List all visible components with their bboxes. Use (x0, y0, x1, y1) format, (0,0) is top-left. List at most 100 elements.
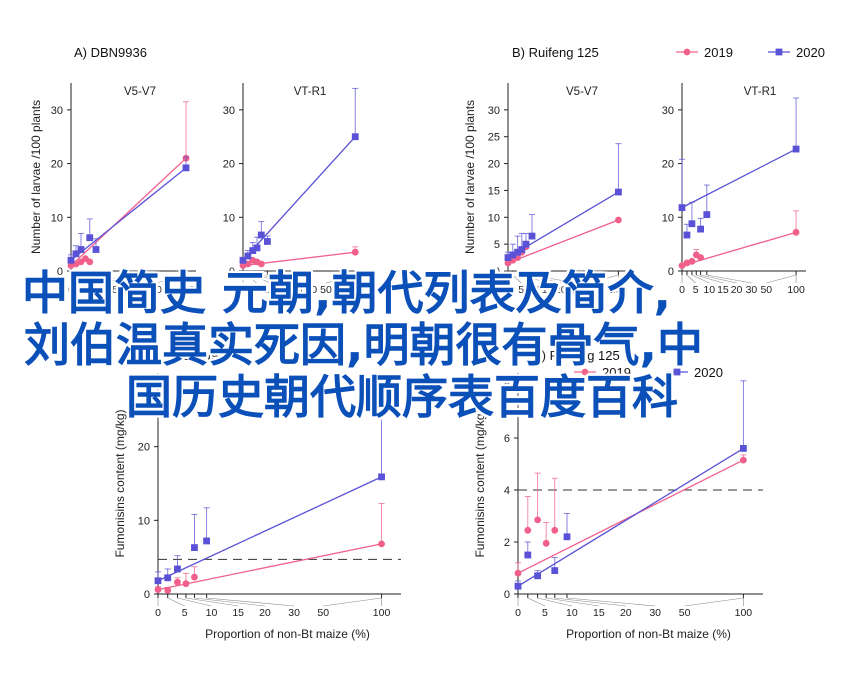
x-tick-leader (527, 597, 546, 607)
x-tick-label: 10 (566, 607, 578, 619)
point-2019 (86, 258, 94, 266)
point-2019 (551, 526, 559, 534)
x-tick-label: 10 (93, 284, 105, 296)
y-tick-label: 20 (662, 159, 674, 171)
x-tick-label: 0 (515, 607, 521, 619)
point-2019 (534, 516, 541, 524)
x-tick-label: 20 (291, 284, 303, 296)
x-tick-leader (177, 597, 212, 607)
point-2020 (504, 254, 512, 261)
x-tick-leader (517, 274, 535, 284)
point-2020 (518, 246, 526, 253)
x-tick-label: 20 (120, 284, 132, 296)
point-2020 (509, 251, 517, 259)
y-tick-label: 15 (488, 185, 500, 197)
point-2020 (244, 252, 252, 260)
y-tick-label: 5 (494, 239, 500, 251)
point-2020 (551, 567, 559, 574)
x-tick-label: 30 (305, 284, 317, 296)
point-2020 (615, 188, 622, 196)
point-2019 (688, 257, 696, 265)
point-2020 (522, 240, 530, 248)
series-line-2020 (517, 447, 744, 587)
x-tick-leader (155, 274, 187, 284)
x-tick-label: 50 (320, 284, 332, 296)
x-tick-leader (252, 274, 270, 284)
x-tick-label: 100 (735, 607, 753, 619)
y-tick-label: 25 (488, 132, 500, 144)
x-tick-label: 5 (518, 284, 524, 296)
y-tick-label: 10 (488, 212, 500, 224)
y-tick-label: 0 (57, 266, 63, 278)
x-tick-label: 10 (264, 284, 276, 296)
point-2020 (703, 211, 711, 218)
point-2020 (697, 225, 704, 233)
x-tick-leader (247, 274, 257, 284)
x-tick-leader (85, 274, 113, 284)
point-2019 (182, 580, 190, 588)
point-2020 (378, 473, 385, 481)
x-tick-label: 100 (346, 284, 364, 296)
point-2020 (524, 551, 532, 559)
legend-label-2020: 2020 (796, 45, 825, 60)
x-tick-leader (546, 597, 599, 607)
panel-subtitle: V5-V7 (566, 86, 598, 98)
x-tick-leader (554, 597, 626, 607)
x-tick-label: 100 (787, 284, 805, 296)
y-tick-label: 0 (504, 589, 510, 601)
legend-label-2019: 2019 (704, 45, 733, 60)
x-tick-leader (206, 597, 295, 607)
x-tick-label: 20 (620, 607, 632, 619)
series-line-2020 (681, 148, 797, 209)
x-tick-label: 30 (649, 607, 661, 619)
x-tick-label: 15 (232, 607, 244, 619)
x-tick-leader (80, 274, 99, 284)
point-2019 (697, 254, 704, 261)
x-axis-label: Proportion of non-Bt maize (%) (205, 627, 370, 641)
x-tick-leader (325, 274, 356, 284)
point-2020 (182, 164, 190, 172)
y-tick-label: 30 (51, 105, 63, 117)
y-tick-label: 30 (223, 105, 235, 117)
legend-marker-2019 (683, 48, 691, 56)
point-2020 (264, 238, 271, 245)
y-tick-label: 20 (138, 442, 150, 454)
x-tick-label: 5 (693, 284, 699, 296)
x-tick-label: 0 (68, 284, 74, 296)
x-tick-label: 5 (182, 607, 188, 619)
x-tick-leader (89, 274, 127, 284)
point-2020 (678, 204, 686, 212)
series-line-2019 (157, 543, 382, 591)
legend-marker-2020 (673, 368, 681, 376)
legend-label-2020: 2020 (694, 365, 723, 380)
y-tick-label: 0 (144, 589, 150, 601)
point-2019 (154, 586, 162, 593)
point-2020 (683, 231, 691, 239)
y-axis-label: Number of larvae /100 plants (463, 100, 477, 254)
point-2020 (72, 250, 80, 258)
point-2019 (191, 573, 198, 581)
y-tick-label: 20 (51, 159, 63, 171)
y-tick-label: 30 (662, 105, 674, 117)
point-2020 (351, 133, 359, 141)
y-tick-label: 2 (504, 537, 510, 549)
x-tick-label: 5 (253, 284, 259, 296)
x-tick-leader (525, 274, 561, 284)
point-2020 (92, 246, 100, 253)
x-tick-label: 30 (288, 607, 300, 619)
x-tick-leader (323, 597, 382, 607)
x-tick-label: 5 (82, 284, 88, 296)
x-tick-leader (589, 274, 619, 284)
x-tick-label: 20 (259, 607, 271, 619)
x-tick-label: 10 (206, 607, 218, 619)
point-2020 (792, 145, 800, 153)
x-tick-label: 15 (277, 284, 289, 296)
y-tick-label: 20 (223, 159, 235, 171)
panel-subtitle: V5-V7 (124, 86, 156, 98)
legend-label-2019: 2019 (602, 365, 631, 380)
y-axis-label: Fumonisins content (mg/kg) (113, 409, 127, 557)
x-tick-leader (700, 274, 737, 284)
point-2019 (524, 526, 532, 534)
series-line-2019 (681, 231, 797, 267)
